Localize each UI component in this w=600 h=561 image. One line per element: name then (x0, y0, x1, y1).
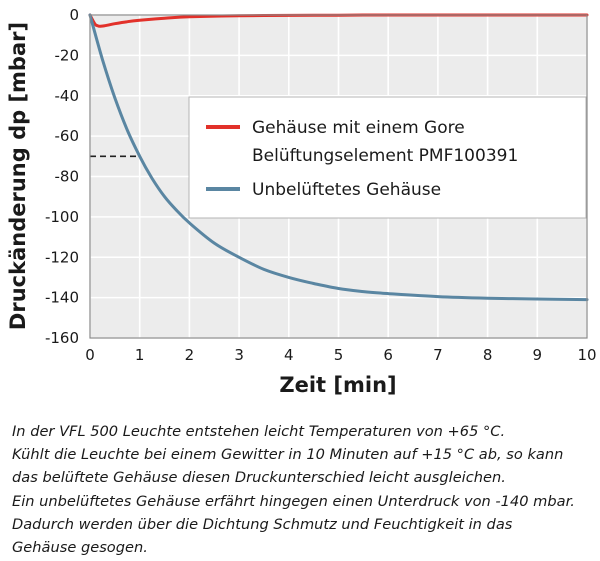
x-tick-label: 6 (383, 346, 393, 364)
x-axis-ticks: 0 1 2 3 4 5 6 7 8 9 10 (85, 346, 596, 364)
y-tick-label: -160 (45, 329, 79, 347)
caption-line: das belüftete Gehäuse diesen Druckunters… (12, 469, 506, 487)
plot-frame (89, 14, 588, 339)
caption-line: Gehäuse gesogen. (12, 539, 148, 557)
caption-line: Ein unbelüftetes Gehäuse erfährt hingege… (12, 492, 575, 510)
y-axis-ticks: 0 -20 -40 -60 -80 -100 -120 -140 -160 (45, 6, 79, 347)
caption-line: Dadurch werden über die Dichtung Schmutz… (12, 515, 513, 533)
x-tick-label: 10 (577, 346, 596, 364)
x-tick-label: 1 (135, 346, 145, 364)
y-tick-label: -40 (55, 87, 80, 105)
caption-line: In der VFL 500 Leuchte entstehen leicht … (12, 423, 506, 440)
caption-line: Kühlt die Leuchte bei einem Gewitter in … (12, 446, 564, 464)
y-tick-label: -100 (45, 208, 79, 226)
y-tick-label: 0 (69, 6, 79, 24)
x-tick-label: 3 (234, 346, 244, 364)
y-tick-label: -20 (55, 46, 80, 64)
series-line-unvented (88, 13, 589, 302)
x-tick-label: 7 (433, 346, 443, 364)
x-tick-label: 4 (284, 346, 294, 364)
x-tick-label: 8 (483, 346, 493, 364)
x-tick-label: 2 (185, 346, 195, 364)
caption: In der VFL 500 Leuchte entstehen leicht … (12, 420, 597, 559)
legend-label-unvented: Unbelüftetes Gehäuse (252, 180, 441, 200)
y-tick-label: -80 (55, 168, 80, 186)
legend-label-gore-line1: Gehäuse mit einem Gore (252, 118, 465, 138)
x-tick-label: 0 (85, 346, 95, 364)
x-tick-label: 9 (533, 346, 543, 364)
legend-label-gore-line2: Belüftungselement PMF100391 (252, 146, 518, 166)
x-axis-title: Zeit [min] (279, 373, 396, 397)
y-axis-title: Druckänderung dp [mbar] (6, 22, 30, 330)
legend: Gehäuse mit einem Gore Belüftungselement… (188, 96, 587, 219)
legend-box (188, 96, 587, 219)
y-tick-label: -140 (45, 289, 79, 307)
chart: 0 -20 -40 -60 -80 -100 -120 -140 -160 0 1 2 3 4 5 6 7 8 9… (6, 6, 597, 397)
x-tick-label: 5 (334, 346, 344, 364)
y-tick-label: -60 (55, 127, 80, 145)
y-tick-label: -120 (45, 248, 79, 266)
